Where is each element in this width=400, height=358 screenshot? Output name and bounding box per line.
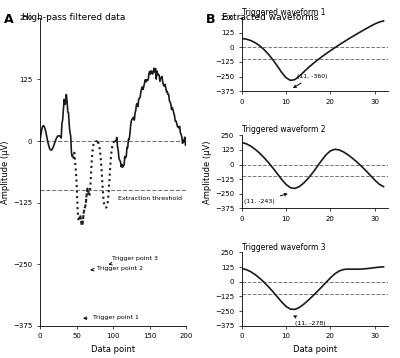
Text: High-pass filtered data: High-pass filtered data — [22, 13, 125, 21]
Text: Trigger point 1: Trigger point 1 — [84, 315, 138, 320]
Text: (11, -360): (11, -360) — [294, 74, 328, 87]
Text: Triggered waveform 3: Triggered waveform 3 — [242, 243, 326, 252]
X-axis label: Data point: Data point — [91, 345, 135, 354]
Y-axis label: Amplitude (μV): Amplitude (μV) — [203, 140, 212, 204]
X-axis label: Data point: Data point — [293, 345, 337, 354]
Text: A: A — [4, 13, 14, 25]
Text: (11, -278): (11, -278) — [294, 316, 326, 326]
Text: B: B — [206, 13, 216, 25]
Text: Triggered waveform 1: Triggered waveform 1 — [242, 8, 325, 17]
Y-axis label: Amplitude (μV): Amplitude (μV) — [1, 140, 10, 204]
Text: Trigger point 3: Trigger point 3 — [110, 256, 158, 265]
Text: Triggered waveform 2: Triggered waveform 2 — [242, 125, 325, 134]
Text: Extraction threshold: Extraction threshold — [118, 196, 182, 201]
Text: Extracted waveforms: Extracted waveforms — [222, 13, 318, 21]
Text: Trigger point 2: Trigger point 2 — [91, 266, 143, 271]
Text: (11, -243): (11, -243) — [244, 193, 287, 204]
